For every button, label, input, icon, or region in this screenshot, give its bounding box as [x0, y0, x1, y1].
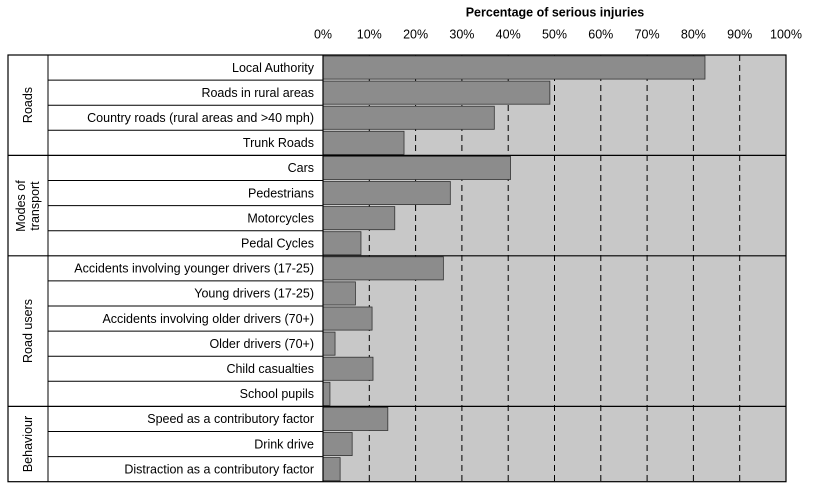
bar: [322, 130, 405, 155]
category-label: Older drivers (70+): [209, 337, 314, 351]
category-label: Child casualties: [226, 362, 314, 376]
x-tick-label: 60%: [588, 27, 613, 41]
bar: [322, 155, 511, 180]
group-label: Behaviour: [21, 415, 35, 473]
group-label: Road users: [21, 299, 35, 364]
bar: [322, 381, 331, 406]
group-label: Modes of transport: [14, 179, 42, 232]
bar: [322, 181, 451, 206]
bar: [322, 406, 389, 431]
category-label: Pedal Cycles: [241, 237, 314, 251]
x-tick-label: 30%: [449, 27, 474, 41]
x-tick-label: 40%: [496, 27, 521, 41]
bar: [322, 432, 353, 457]
category-label: Speed as a contributory factor: [147, 412, 314, 426]
bar: [322, 80, 551, 105]
x-tick-label: 10%: [357, 27, 382, 41]
group-label: Roads: [21, 87, 35, 124]
category-label: Local Authority: [232, 61, 315, 75]
category-label: Pedestrians: [248, 186, 314, 200]
category-label: Accidents involving older drivers (70+): [102, 312, 314, 326]
category-label: School pupils: [240, 387, 314, 401]
x-tick-label: 50%: [542, 27, 567, 41]
x-tick-label: 80%: [681, 27, 706, 41]
x-tick-label: 90%: [727, 27, 752, 41]
bar: [322, 206, 396, 231]
x-tick-label: 20%: [403, 27, 428, 41]
bar: [322, 331, 336, 356]
bar: [322, 256, 444, 281]
bar: [322, 231, 362, 256]
frame: [7, 54, 787, 483]
bar: [322, 281, 356, 306]
category-label: Young drivers (17-25): [194, 287, 314, 301]
category-label: Accidents involving younger drivers (17-…: [74, 262, 314, 276]
category-label: Trunk Roads: [243, 136, 314, 150]
bar: [322, 55, 706, 80]
x-tick-label: 0%: [314, 27, 332, 41]
category-label: Country roads (rural areas and >40 mph): [87, 111, 314, 125]
category-label: Distraction as a contributory factor: [124, 462, 314, 476]
x-axis-title: Percentage of serious injuries: [466, 5, 645, 19]
bar: [322, 105, 495, 130]
x-tick-label: 70%: [635, 27, 660, 41]
bar: [322, 356, 374, 381]
category-label: Roads in rural areas: [201, 86, 314, 100]
bar: [322, 306, 373, 331]
x-tick-label: 100%: [770, 27, 802, 41]
category-label: Motorcycles: [247, 211, 314, 225]
category-label: Cars: [288, 161, 314, 175]
bar: [322, 457, 341, 482]
category-label: Drink drive: [254, 437, 314, 451]
